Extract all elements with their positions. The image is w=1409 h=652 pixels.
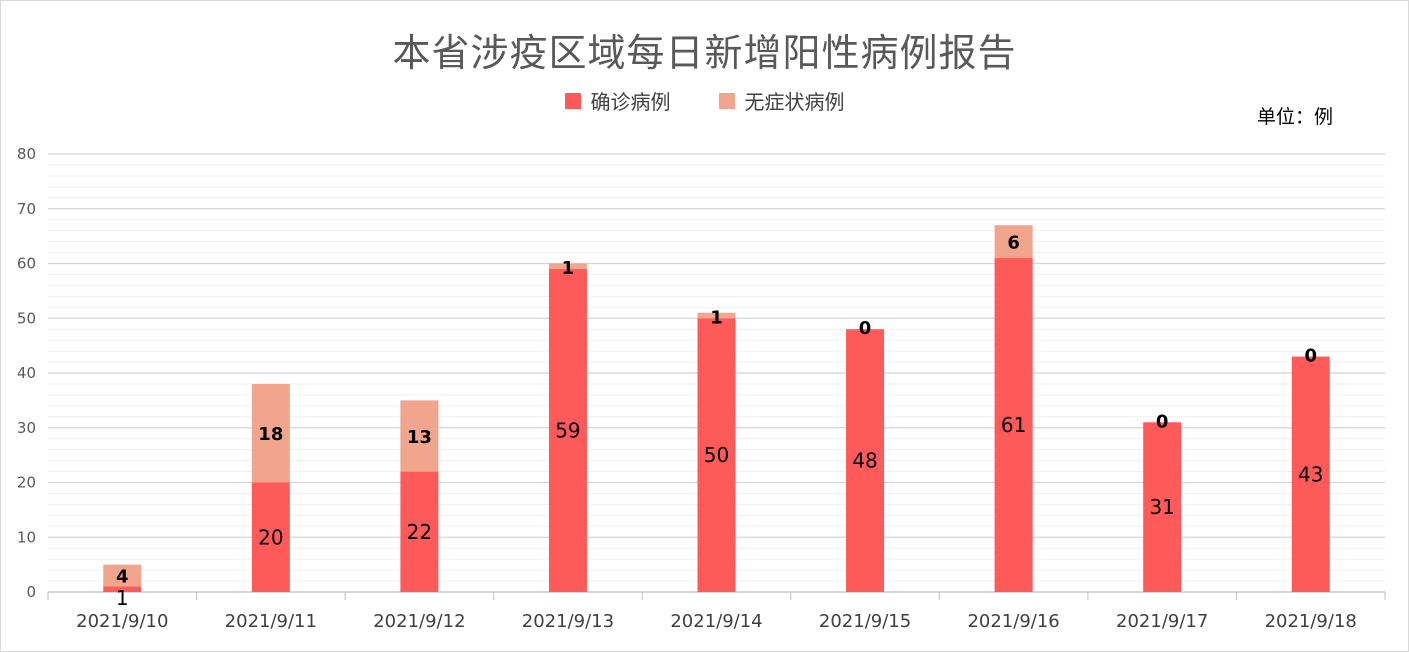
data-label-asymptomatic: 0 [859, 318, 872, 339]
data-label-confirmed: 61 [1001, 413, 1026, 437]
bar-confirmed [1143, 422, 1182, 592]
data-label-confirmed: 50 [704, 443, 729, 467]
y-tick-label: 0 [26, 583, 36, 601]
bar-confirmed [994, 258, 1033, 592]
bar-confirmed [697, 318, 736, 592]
bar-asymptomatic [548, 263, 587, 269]
y-tick-label: 40 [17, 364, 36, 382]
y-tick-label: 60 [17, 255, 36, 273]
x-tick-label: 2021/9/14 [670, 611, 762, 632]
legend-label-confirmed: 确诊病例 [590, 90, 671, 114]
chart-legend: 确诊病例 无症状病例 [0, 86, 1409, 115]
bar-confirmed [1291, 356, 1330, 592]
bar-confirmed [103, 586, 142, 592]
bar-asymptomatic [400, 400, 439, 472]
bar-asymptomatic [251, 383, 290, 483]
data-label-confirmed: 59 [555, 418, 580, 442]
data-label-asymptomatic: 18 [258, 424, 283, 445]
bar-asymptomatic [994, 225, 1033, 259]
legend-label-asymptomatic: 无症状病例 [744, 90, 845, 114]
y-tick-label: 80 [17, 145, 36, 163]
y-tick-label: 70 [17, 200, 36, 218]
legend-swatch-asymptomatic [718, 92, 735, 109]
data-label-asymptomatic: 13 [407, 427, 432, 448]
y-tick-label: 10 [17, 528, 36, 546]
bar-confirmed [251, 482, 290, 592]
data-label-confirmed: 31 [1149, 495, 1174, 519]
y-tick-label: 50 [17, 309, 36, 327]
data-label-asymptomatic: 1 [562, 258, 575, 279]
bar-confirmed [846, 329, 885, 592]
data-label-asymptomatic: 1 [710, 307, 723, 328]
y-tick-label: 20 [17, 474, 36, 492]
unit-label: 单位：例 [1256, 106, 1333, 128]
data-label-confirmed: 20 [258, 525, 283, 549]
x-tick-label: 2021/9/10 [76, 611, 168, 632]
chart-title: 本省涉疫区域每日新增阳性病例报告 [392, 31, 1017, 75]
data-label-confirmed: 43 [1298, 462, 1323, 486]
bar-confirmed [548, 268, 587, 592]
data-label-asymptomatic: 0 [1304, 346, 1317, 367]
data-label-confirmed: 48 [852, 449, 877, 473]
data-label-asymptomatic: 6 [1007, 233, 1020, 254]
x-tick-label: 2021/9/12 [373, 611, 465, 632]
y-tick-label: 30 [17, 419, 36, 437]
data-label-confirmed: 22 [407, 520, 432, 544]
data-label-confirmed: 1 [116, 586, 129, 610]
x-tick-label: 2021/9/18 [1265, 611, 1357, 632]
x-tick-label: 2021/9/11 [225, 611, 317, 632]
legend-item-confirmed: 确诊病例 [564, 86, 671, 115]
bar-confirmed [400, 471, 439, 592]
bar-asymptomatic [103, 564, 142, 587]
data-label-asymptomatic: 4 [116, 567, 129, 588]
x-tick-label: 2021/9/13 [522, 611, 614, 632]
data-label-asymptomatic: 0 [1156, 411, 1169, 432]
legend-item-asymptomatic: 无症状病例 [718, 86, 845, 115]
legend-swatch-confirmed [564, 92, 581, 109]
x-tick-label: 2021/9/17 [1116, 611, 1208, 632]
x-tick-label: 2021/9/16 [967, 611, 1059, 632]
x-tick-label: 2021/9/15 [819, 611, 911, 632]
bar-asymptomatic [697, 312, 736, 319]
